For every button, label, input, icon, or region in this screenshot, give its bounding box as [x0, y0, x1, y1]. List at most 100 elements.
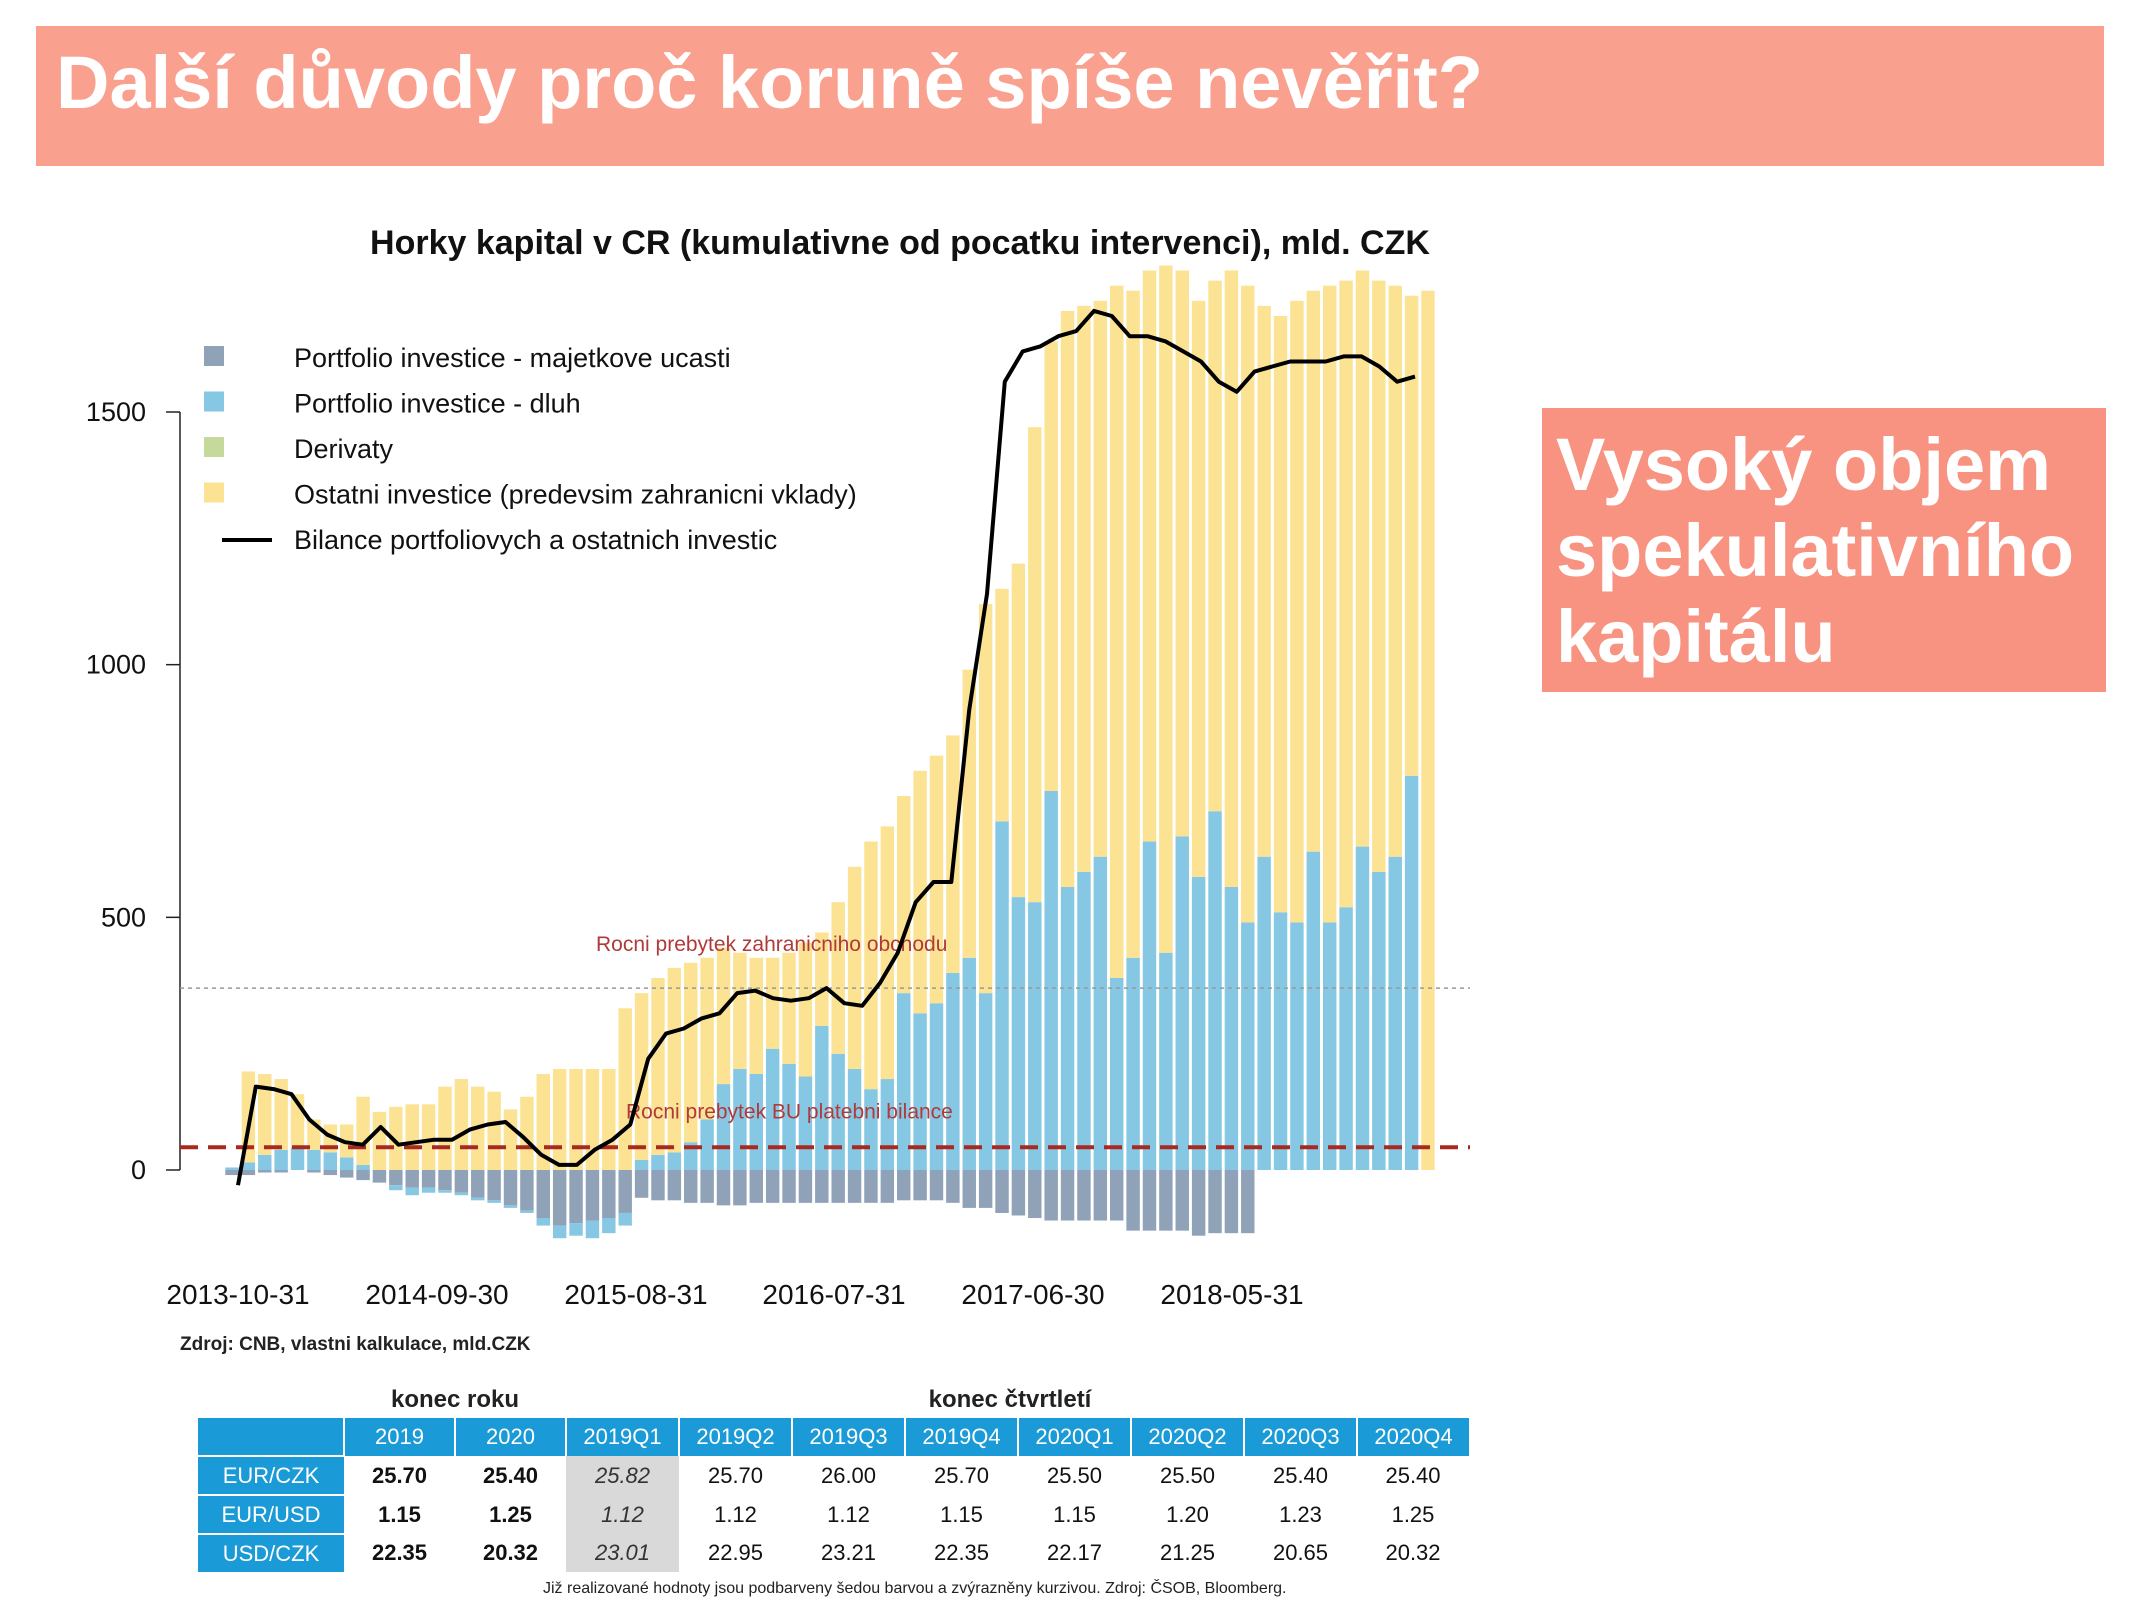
bar-debt — [880, 1079, 895, 1170]
callout-line-1: Vysoký objem — [1556, 423, 2051, 506]
bar-equity — [323, 1170, 338, 1176]
bar-other-investment — [978, 604, 993, 994]
legend-label: Bilance portfoliovych a ostatnich invest… — [294, 525, 777, 555]
bar-equity — [471, 1170, 485, 1198]
bar-equity — [602, 1170, 616, 1219]
fx-forecast-table: 2019 2020 2019Q1 2019Q2 2019Q3 2019Q4 20… — [198, 1418, 1469, 1572]
bar-equity — [1126, 1170, 1140, 1231]
bar-equity — [487, 1170, 501, 1201]
table-group-quarter: konec čtvrtletí — [928, 1386, 1092, 1413]
table-cell: 22.35 — [371, 1540, 428, 1565]
bar-other-investment — [1322, 285, 1337, 923]
bar-other-investment — [1159, 265, 1173, 953]
table-row: EUR/USD 1.15 1.25 1.12 1.12 1.12 1.15 1.… — [198, 1494, 1469, 1534]
table-cell-realized: 23.01 — [566, 1534, 679, 1572]
y-tick-label: 500 — [101, 902, 146, 932]
bar-other-investment — [372, 1111, 387, 1170]
bar-debt — [864, 1089, 878, 1170]
y-tick-label: 1000 — [86, 650, 146, 680]
table-cell: 20.32 — [1385, 1540, 1441, 1565]
bar-equity — [847, 1170, 862, 1203]
bar-other-investment — [1044, 341, 1058, 791]
bar-other-investment — [1093, 300, 1108, 857]
bar-other-investment — [454, 1079, 469, 1170]
bar-other-investment — [880, 826, 895, 1080]
bar-other-investment — [782, 952, 796, 1064]
table-header-year: 2019 — [343, 1418, 455, 1456]
bar-other-investment — [798, 942, 813, 1077]
x-tick-label: 2016-07-31 — [762, 1279, 905, 1310]
legend-swatch — [204, 391, 224, 412]
bar-equity — [1077, 1170, 1091, 1221]
table-header-quarter: 2019Q4 — [904, 1418, 1018, 1456]
bar-debt — [765, 1048, 780, 1170]
bar-equity — [1159, 1170, 1173, 1231]
bar-other-investment — [815, 932, 829, 1026]
bar-other-investment — [405, 1104, 419, 1170]
bar-debt — [1404, 775, 1419, 1170]
legend-swatch — [204, 346, 224, 366]
bar-debt — [307, 1149, 321, 1170]
legend-swatch — [204, 482, 224, 503]
bar-equity — [503, 1170, 518, 1206]
bar-debt — [585, 1220, 600, 1239]
bar-equity — [897, 1170, 911, 1201]
bar-debt — [471, 1197, 485, 1201]
bar-debt — [667, 1152, 682, 1170]
bar-other-investment — [684, 962, 698, 1143]
legend-label: Derivaty — [294, 434, 394, 464]
bar-debt — [1339, 907, 1353, 1170]
bar-debt — [1224, 887, 1239, 1170]
y-tick-label: 1500 — [86, 397, 146, 427]
table-cell: 1.12 — [827, 1501, 870, 1527]
bar-debt — [634, 1159, 649, 1170]
bar-debt — [1208, 811, 1222, 1170]
bar-equity — [962, 1170, 976, 1208]
callout-box: Vysoký objem spekulativního kapitálu — [1542, 408, 2106, 692]
table-cell: 1.15 — [1053, 1501, 1096, 1527]
bar-other-investment — [1273, 315, 1288, 913]
table-cell: 1.25 — [1391, 1501, 1435, 1527]
bar-other-investment — [667, 967, 682, 1153]
bar-equity — [733, 1170, 747, 1206]
bar-equity — [765, 1170, 780, 1203]
bar-other-investment — [847, 866, 862, 1069]
bar-debt — [1290, 922, 1304, 1170]
bar-equity — [1011, 1170, 1026, 1216]
table-cell: 25.50 — [1046, 1462, 1103, 1488]
bar-other-investment — [897, 796, 911, 994]
bar-other-investment — [552, 1068, 567, 1170]
bar-equity — [372, 1170, 387, 1183]
table-cell: 22.35 — [933, 1540, 990, 1565]
bar-debt — [651, 1154, 665, 1170]
table-header-quarter: 2020Q4 — [1356, 1418, 1469, 1456]
row-label: EUR/USD — [198, 1494, 344, 1534]
bar-other-investment — [1109, 285, 1124, 978]
table-cell: 25.50 — [1159, 1462, 1216, 1488]
bar-debt — [929, 1003, 944, 1170]
row-label: EUR/CZK — [198, 1455, 344, 1495]
bar-debt — [1241, 922, 1255, 1170]
table-row: USD/CZK 22.35 20.32 23.01 22.95 23.21 22… — [198, 1533, 1469, 1572]
table-cell: 25.70 — [371, 1462, 428, 1488]
bar-debt — [1322, 922, 1337, 1170]
bar-other-investment — [1224, 270, 1239, 888]
reference-line-label: Rocni prebytek zahranicniho obchodu — [596, 933, 947, 956]
table-cell: 22.95 — [707, 1540, 764, 1565]
bar-other-investment — [1126, 290, 1140, 958]
bar-other-investment — [700, 957, 714, 1120]
bar-other-investment — [1290, 300, 1304, 923]
bar-equity — [520, 1170, 534, 1211]
bar-equity — [1093, 1170, 1108, 1221]
bar-debt — [847, 1068, 862, 1170]
table-header-quarter: 2020Q2 — [1130, 1418, 1244, 1456]
bar-equity — [815, 1170, 829, 1203]
bar-other-investment — [1355, 270, 1370, 847]
table-cell: 25.40 — [482, 1462, 539, 1488]
bar-debt — [733, 1068, 747, 1170]
table-header-quarter: 2020Q1 — [1017, 1418, 1131, 1456]
table-cell: 1.15 — [940, 1501, 983, 1527]
bar-other-investment — [651, 977, 665, 1155]
bar-debt — [1159, 952, 1173, 1170]
callout-line-3: kapitálu — [1556, 595, 1836, 678]
